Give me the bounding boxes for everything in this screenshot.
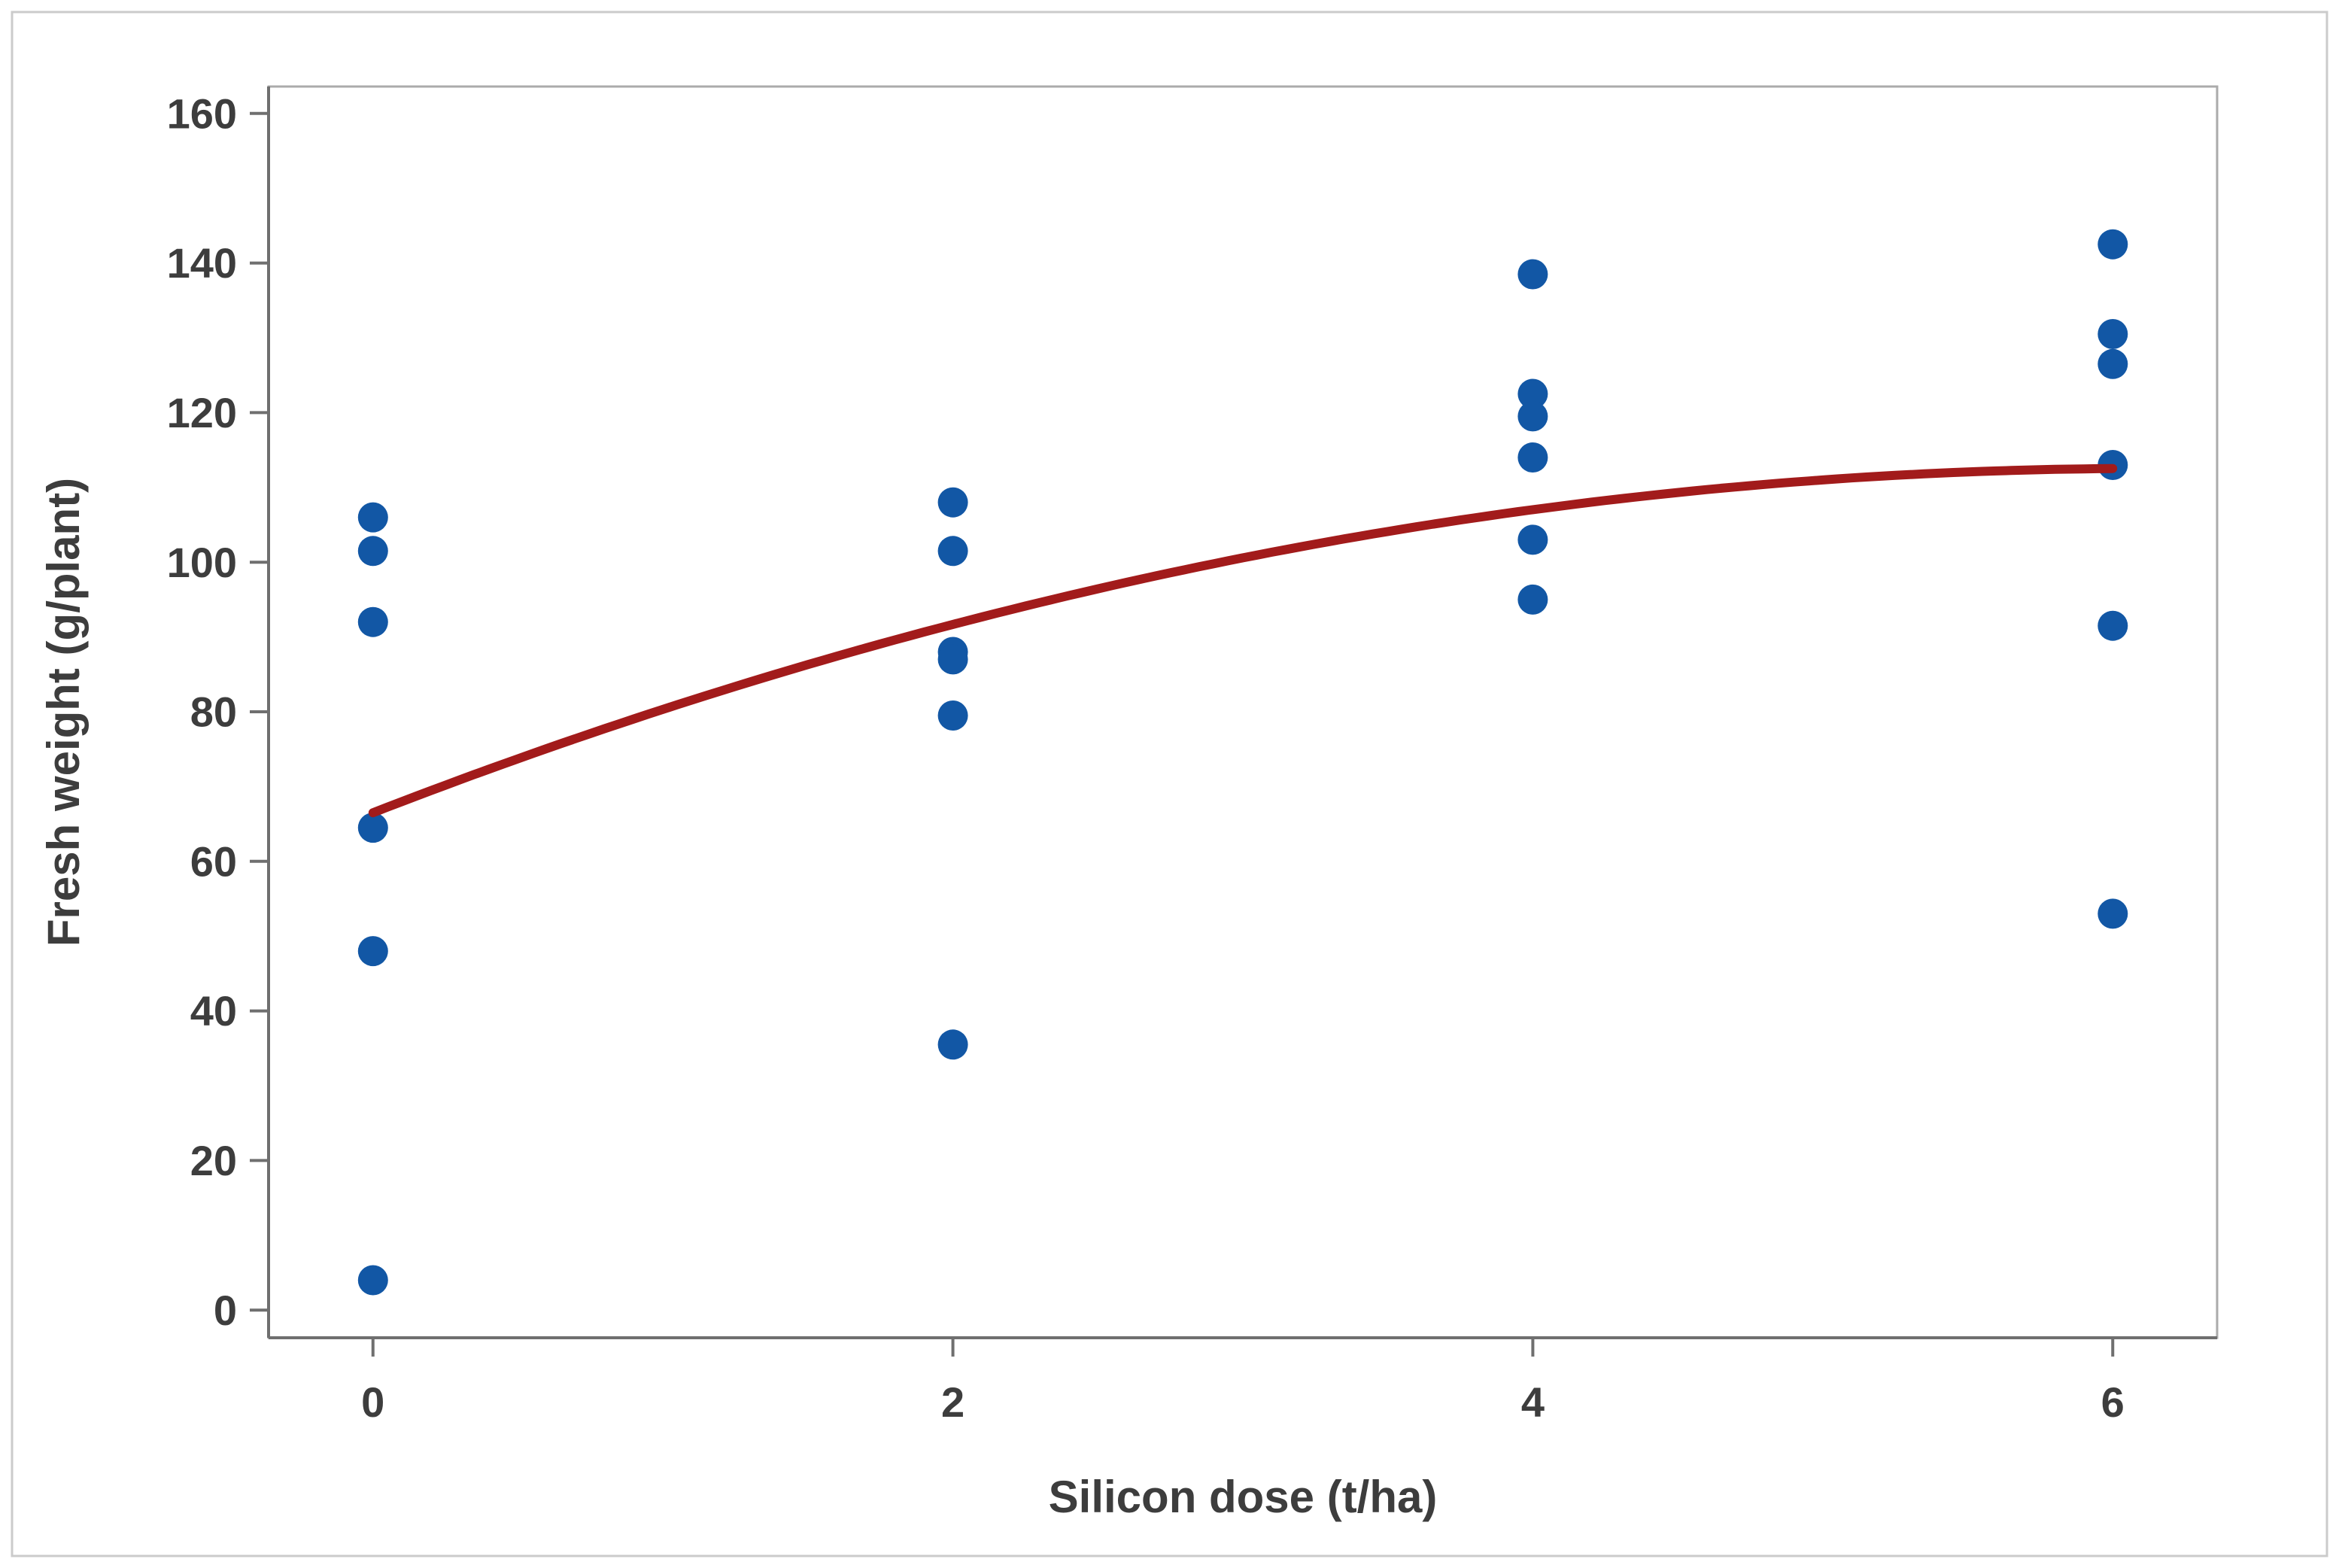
y-tick-label: 40 xyxy=(190,987,237,1035)
data-point xyxy=(2098,610,2128,641)
data-point xyxy=(937,536,968,567)
data-point xyxy=(937,700,968,731)
data-point xyxy=(1517,442,1548,473)
y-tick-label: 20 xyxy=(190,1137,237,1184)
data-point xyxy=(357,1265,388,1296)
data-point xyxy=(1517,524,1548,555)
data-point xyxy=(2098,348,2128,379)
x-axis-title: Silicon dose (t/ha) xyxy=(1049,1472,1438,1522)
y-tick-label: 140 xyxy=(167,239,237,287)
data-point xyxy=(937,1029,968,1060)
data-point xyxy=(2098,898,2128,929)
data-point xyxy=(937,644,968,675)
y-tick-label: 120 xyxy=(167,389,237,436)
x-tick-label: 6 xyxy=(2101,1378,2125,1426)
data-point xyxy=(937,487,968,518)
figure-border xyxy=(11,11,2328,1557)
data-point xyxy=(357,536,388,567)
data-point xyxy=(357,606,388,637)
data-point xyxy=(1517,401,1548,432)
data-point xyxy=(357,813,388,843)
x-tick-label: 4 xyxy=(1521,1378,1545,1426)
y-tick-label: 0 xyxy=(214,1287,237,1334)
fit-curve xyxy=(368,463,2118,818)
y-axis-title: Fresh weight (g/plant) xyxy=(38,478,89,947)
data-point xyxy=(2098,229,2128,260)
x-tick-label: 0 xyxy=(361,1378,384,1426)
y-tick-label: 160 xyxy=(167,90,237,137)
plot-frame xyxy=(267,85,2219,1339)
data-point xyxy=(1517,259,1548,290)
data-point xyxy=(357,936,388,967)
data-point xyxy=(1517,378,1548,409)
data-point xyxy=(1517,584,1548,615)
y-tick-label: 100 xyxy=(167,539,237,586)
data-point xyxy=(2098,319,2128,349)
data-point xyxy=(357,502,388,533)
y-tick-label: 60 xyxy=(190,837,237,885)
x-tick-label: 2 xyxy=(941,1378,964,1426)
y-tick-label: 80 xyxy=(190,688,237,736)
